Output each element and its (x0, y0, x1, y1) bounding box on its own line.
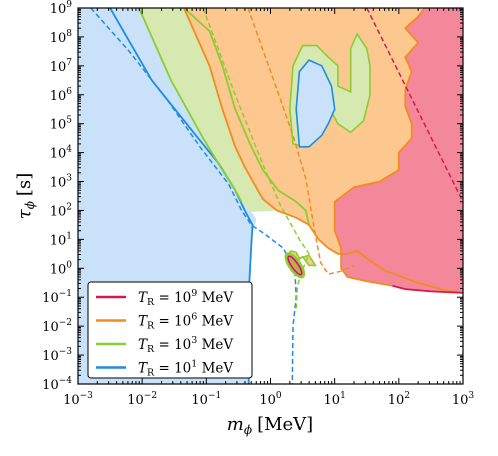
legend: TR = 109 MeV TR = 106 MeV TR = 103 MeV TR =… (87, 281, 253, 379)
y-tick-label: 109 (50, 0, 73, 17)
y-tick-label: 108 (50, 29, 73, 46)
boundary-tr-1e3-upper (183, 8, 310, 226)
boundary-tr-1e9 (392, 284, 463, 294)
y-tick-label: 10−3 (42, 347, 72, 364)
x-tick-label: 103 (452, 391, 475, 408)
y-tick-label: 101 (50, 231, 72, 248)
y-tick-label: 105 (50, 116, 73, 133)
legend-entry: TR = 101 MeV (138, 359, 233, 379)
x-tick-label: 100 (259, 391, 282, 408)
y-tick-label: 100 (50, 260, 73, 277)
x-tick-label: 10−2 (127, 391, 157, 408)
legend-entry: TR = 106 MeV (138, 312, 233, 332)
legend-entry: TR = 109 MeV (138, 288, 233, 308)
y-tick-label: 103 (50, 174, 73, 191)
x-tick-label: 10−3 (63, 391, 93, 408)
boundary-tr-1e3 (138, 8, 243, 203)
legend-box (87, 281, 253, 379)
region-tr-1e6 (183, 8, 463, 293)
dashed-tr-1e9 (366, 8, 463, 203)
y-tick-label: 10−1 (42, 289, 72, 306)
y-tick-label: 10−2 (42, 318, 72, 335)
y-tick-label: 107 (50, 58, 73, 75)
boundary-tr-1e6-right (333, 8, 426, 287)
x-tick-label: 102 (388, 391, 410, 408)
y-tick-label: 106 (50, 87, 73, 104)
x-tick-label: 10−1 (191, 391, 221, 408)
y-axis-label: τϕ[s] (14, 173, 37, 219)
region-tr-1e9 (334, 8, 463, 293)
boundary-tr-1e6 (183, 8, 463, 294)
y-tick-label: 10−4 (42, 376, 72, 393)
y-tick-label: 102 (50, 202, 72, 219)
x-axis-label: mϕ [MeV] (227, 414, 313, 437)
island-tr-1e1 (295, 59, 336, 148)
enclosed-feature (284, 252, 306, 279)
x-tick-label: 101 (324, 391, 346, 408)
dashed-tr-1e6 (247, 8, 355, 275)
legend-entry: TR = 103 MeV (138, 335, 233, 355)
y-tick-label: 104 (50, 145, 73, 162)
dashed-tr-1e3 (202, 8, 310, 312)
